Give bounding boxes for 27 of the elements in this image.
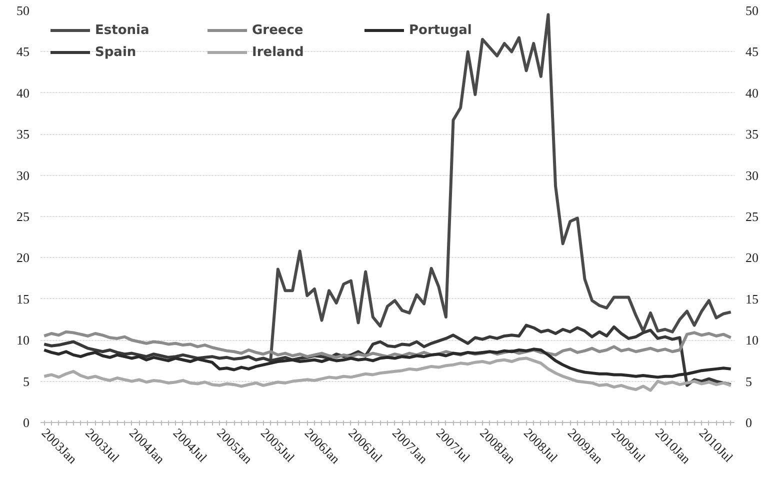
y-tick-label: 15 (16, 291, 30, 306)
legend-label: Estonia (95, 22, 150, 38)
y2-tick-label: 20 (746, 250, 758, 266)
y-tick-label: 45 (16, 44, 30, 60)
y-tick-label: 30 (16, 168, 30, 183)
y2-tick-label: 0 (746, 415, 752, 430)
y-tick-label: 25 (16, 209, 30, 224)
y-tick-label: 5 (23, 374, 30, 389)
y2-tick-label: 30 (746, 168, 758, 183)
y2-tick-label: 10 (746, 332, 758, 348)
legend-label: Ireland (252, 44, 305, 60)
y-tick-label: 35 (16, 126, 30, 142)
y2-tick-label: 15 (746, 291, 758, 306)
y2-tick-label: 50 (746, 3, 758, 18)
y-tick-label: 40 (16, 85, 30, 100)
y-tick-label: 10 (16, 332, 30, 348)
y-tick-label: 50 (16, 3, 30, 18)
y2-tick-label: 5 (746, 374, 752, 389)
y-tick-label: 0 (23, 415, 30, 430)
y2-tick-label: 40 (746, 85, 758, 100)
y2-tick-label: 35 (746, 126, 758, 142)
legend-label: Greece (252, 22, 304, 38)
y-tick-label: 20 (16, 250, 30, 266)
legend-label: Portugal (409, 22, 473, 38)
y2-tick-label: 45 (746, 44, 758, 60)
legend-label: Spain (95, 44, 138, 60)
y2-tick-label: 25 (746, 209, 758, 224)
